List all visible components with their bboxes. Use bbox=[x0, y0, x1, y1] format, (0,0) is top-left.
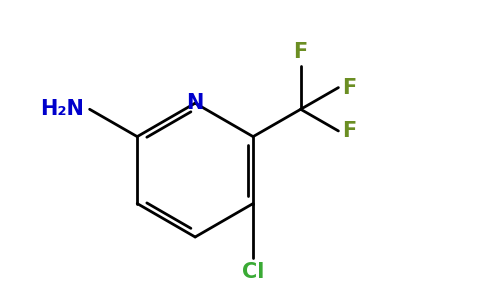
Text: H₂N: H₂N bbox=[40, 99, 84, 119]
Text: F: F bbox=[342, 121, 357, 141]
Text: F: F bbox=[294, 42, 308, 62]
Text: Cl: Cl bbox=[242, 262, 264, 282]
Text: F: F bbox=[342, 78, 357, 98]
Text: N: N bbox=[186, 93, 204, 113]
